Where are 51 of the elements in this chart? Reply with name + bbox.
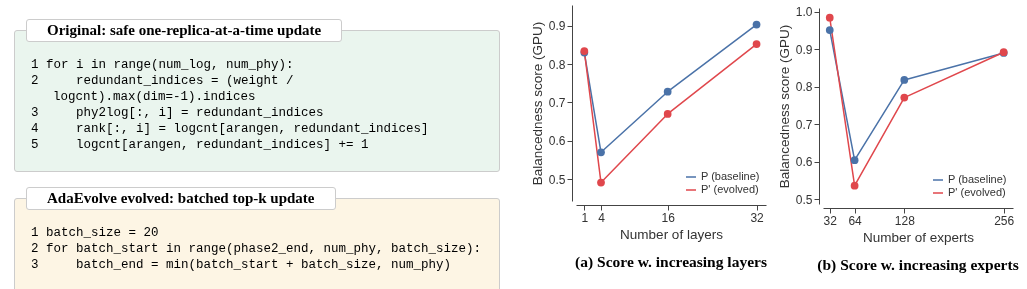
x-tick-label: 1 (581, 210, 589, 225)
text: Original: safe one-replica-at-a-time update (26, 19, 343, 42)
point (752, 20, 761, 29)
x-axis-title: Number of experts (862, 229, 975, 245)
y-tick-label: 0.7 (795, 117, 813, 132)
text: 2 for batch_start in range(phase2_end, num_phy, batch_size): (30, 241, 483, 257)
x-tick-label: 4 (598, 210, 606, 225)
y-axis-title: Balancedness score (GPU) (529, 21, 545, 186)
point (597, 178, 605, 187)
point (663, 110, 672, 118)
point (663, 87, 672, 96)
y-tick-label: 0.7 (548, 95, 566, 110)
y-tick-label: 0.9 (548, 19, 566, 34)
y-tick-label: 0.6 (795, 155, 813, 170)
text: 3 phy2log[:, i] = redundant_indices (30, 105, 325, 121)
text: (b) Score w. increasing experts (817, 255, 1019, 274)
x-tick-label: 32 (750, 210, 765, 225)
point (597, 148, 605, 157)
y-tick-label: 0.5 (548, 172, 566, 187)
legend-label: P' (evolved) (701, 183, 759, 195)
x-tick-label: 128 (894, 213, 916, 228)
y-tick-label: 0.8 (548, 57, 566, 72)
legend-label: P (baseline) (701, 170, 760, 182)
x-axis-title: Number of layers (620, 226, 724, 242)
text: 4 rank[:, i] = logcnt[arangen, redundant_indices] (30, 121, 430, 137)
text: 3 batch_end = min(batch_start + batch_size, num_phy) (30, 257, 453, 273)
text: (a) Score w. increasing layers (575, 252, 767, 271)
text: 2 redundant_indices = (weight / logcnt).max(dim=-1).indices (30, 73, 295, 105)
point (900, 93, 909, 102)
legend-label: P (baseline) (948, 173, 1007, 185)
y-tick-label: 0.5 (795, 192, 813, 207)
y-axis-title: Balancedness score (GPU) (776, 24, 792, 189)
point (850, 156, 859, 165)
x-tick-label: 64 (848, 213, 863, 228)
text: 5 logcnt[arangen, redundant_indices] += 1 (30, 137, 370, 153)
x-tick-label: 32 (823, 213, 838, 228)
y-tick-label: 1.0 (795, 5, 813, 20)
point (752, 40, 761, 48)
y-tick-label: 0.8 (795, 80, 813, 95)
point (850, 181, 859, 190)
point (825, 13, 834, 22)
point (825, 26, 834, 34)
x-tick-label: 256 (994, 213, 1015, 228)
text: AdaEvolve evolved: batched top-k update (26, 187, 336, 210)
x-tick-label: 16 (661, 210, 676, 225)
text: 1 for i in range(num_log, num_phy): (30, 57, 295, 73)
y-tick-label: 0.9 (795, 42, 813, 57)
y-tick-label: 0.6 (548, 134, 566, 149)
point (900, 76, 909, 84)
legend-label: P' (evolved) (948, 186, 1006, 198)
text: 1 batch_size = 20 (30, 225, 160, 241)
